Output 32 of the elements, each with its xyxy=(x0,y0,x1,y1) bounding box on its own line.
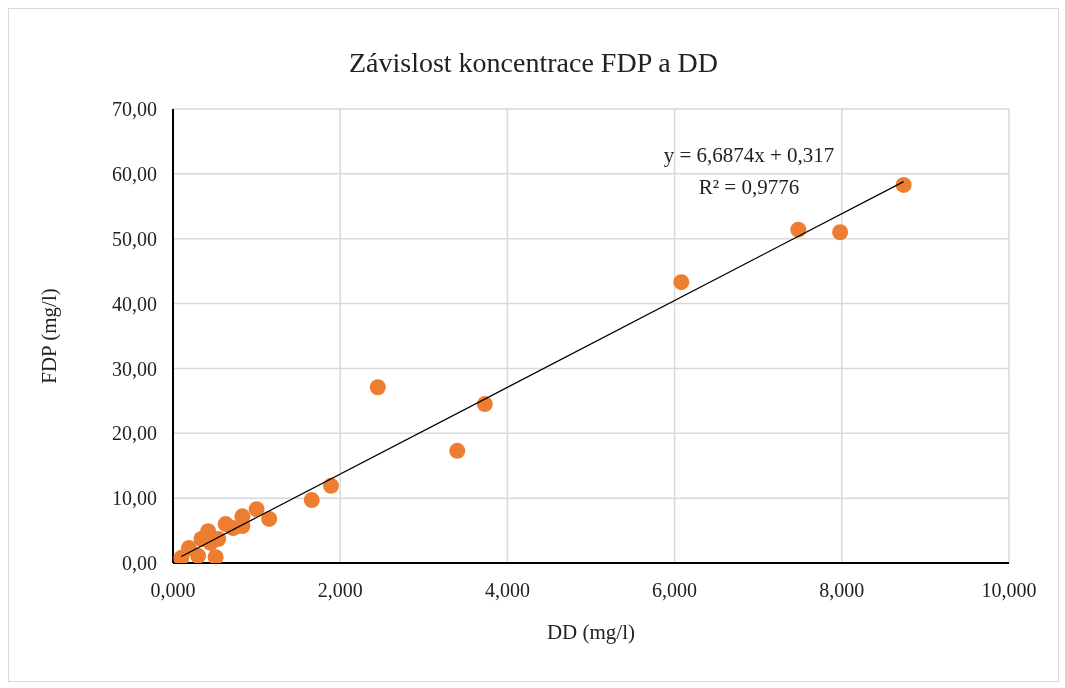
y-tick-label: 30,00 xyxy=(112,357,157,380)
y-tick-label: 10,00 xyxy=(112,487,157,510)
y-axis-title: FDP (mg/l) xyxy=(37,288,62,384)
y-tick-label: 70,00 xyxy=(112,98,157,121)
y-tick-label: 50,00 xyxy=(112,227,157,250)
y-tick-label: 0,00 xyxy=(122,552,157,575)
chart-title: Závislost koncentrace FDP a DD xyxy=(347,47,720,79)
point xyxy=(673,274,690,291)
x-tick-label: 2,000 xyxy=(317,579,363,602)
x-tick-label: 8,000 xyxy=(819,579,865,602)
point xyxy=(261,510,278,527)
point xyxy=(323,477,339,494)
x-tick-label: 4,000 xyxy=(484,579,530,602)
annotation: R² = 0,9776 xyxy=(697,175,801,200)
point xyxy=(248,501,265,518)
point xyxy=(303,492,320,509)
y-tick-label: 60,00 xyxy=(112,162,157,185)
point xyxy=(476,396,493,413)
point xyxy=(369,379,386,396)
point xyxy=(832,224,849,241)
point xyxy=(190,547,207,563)
y-tick-label: 20,00 xyxy=(112,422,157,445)
x-tick-label: 10,000 xyxy=(981,579,1037,602)
annotation: y = 6,6874x + 0,317 xyxy=(662,143,836,168)
y-tick-label: 40,00 xyxy=(112,292,157,315)
point xyxy=(790,221,807,238)
point xyxy=(207,549,224,563)
point xyxy=(449,442,466,459)
x-tick-label: 6,000 xyxy=(652,579,698,602)
point xyxy=(895,176,912,193)
x-axis-title: DD (mg/l) xyxy=(546,620,636,644)
x-tick-label: 0,000 xyxy=(150,579,196,602)
